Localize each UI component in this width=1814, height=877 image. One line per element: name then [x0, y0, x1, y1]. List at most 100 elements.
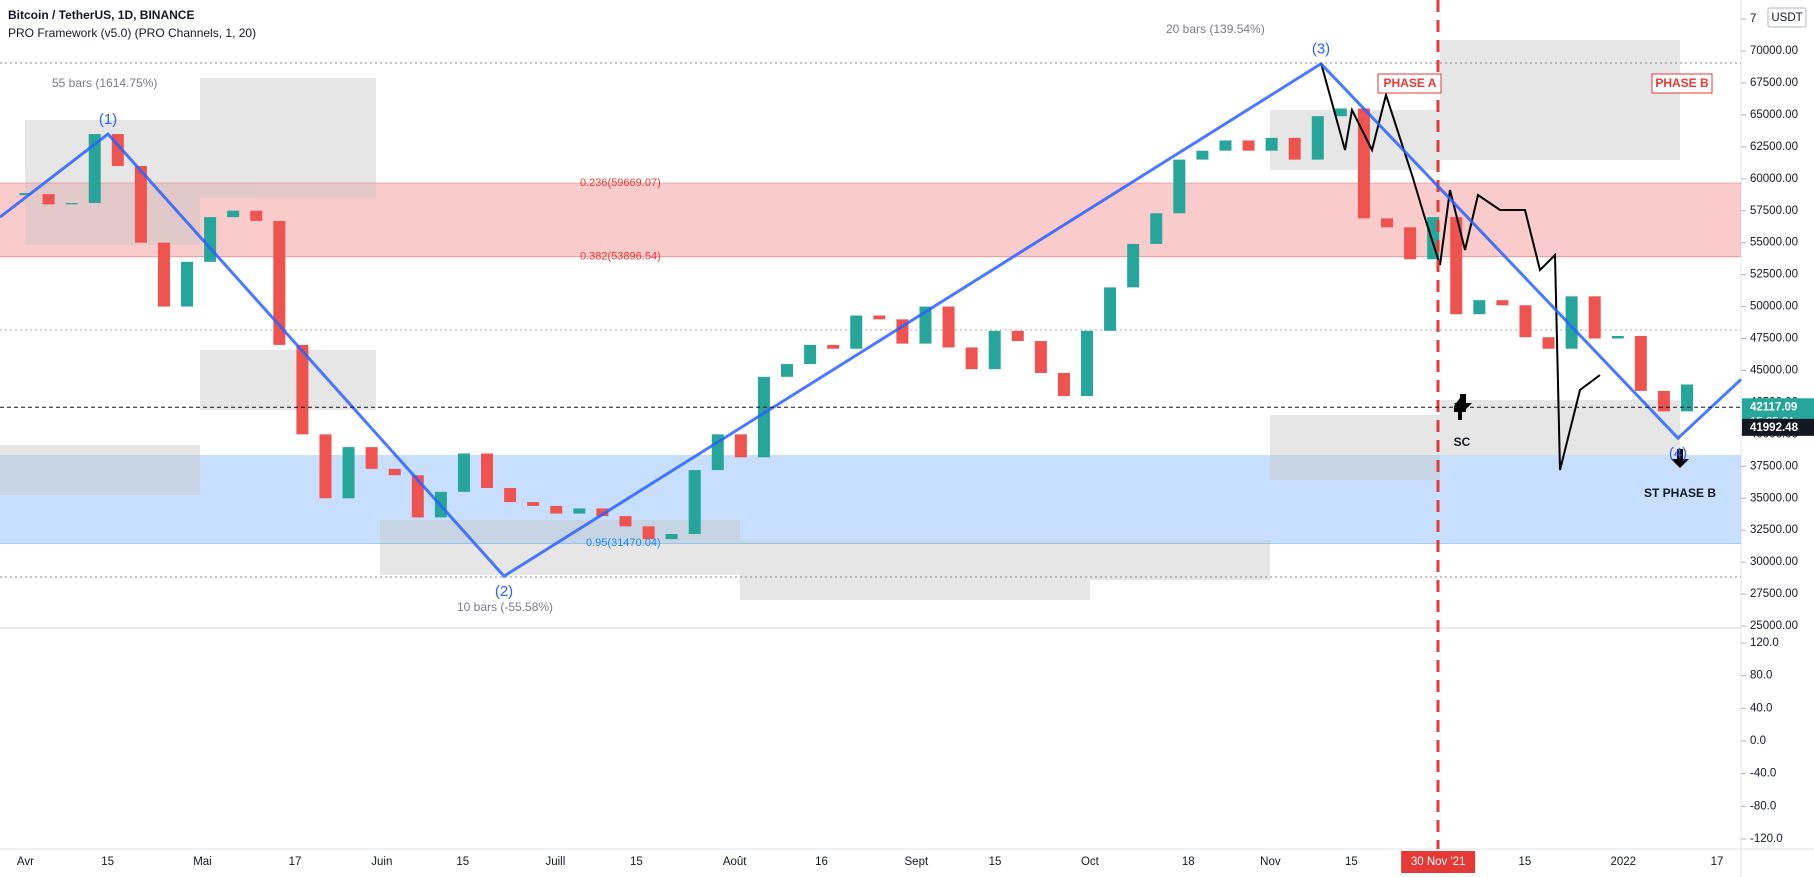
price-tag [1742, 418, 1814, 436]
candle [342, 447, 355, 499]
candle [827, 344, 840, 349]
candle [65, 203, 78, 205]
x-tick-label: Mai [193, 856, 212, 868]
candle [365, 447, 378, 469]
y-tick-label: 27500.00 [1750, 588, 1798, 600]
candle [873, 315, 886, 320]
candle [1011, 330, 1024, 342]
y-tick-label: 32500.00 [1750, 524, 1798, 536]
candle [1473, 300, 1486, 315]
x-tick-label: 16 [815, 856, 828, 868]
y-tick-label: -40.0 [1750, 768, 1776, 780]
candle [1081, 330, 1094, 396]
bar-count: 10 bars (-55.58%) [457, 600, 553, 614]
candle [1034, 341, 1047, 373]
candle [781, 364, 794, 377]
price-label: 41992.48 [1750, 422, 1799, 434]
candle [1681, 384, 1693, 412]
candle [1150, 213, 1163, 244]
candle [1242, 140, 1255, 151]
candle [1288, 137, 1301, 160]
wave-label: (4) [1669, 445, 1687, 462]
candle [1357, 108, 1370, 219]
y-tick-label: 45000.00 [1750, 364, 1798, 376]
bar-count: 20 bars (139.54%) [1166, 22, 1265, 36]
x-tick-label: 15 [101, 856, 114, 868]
y-tick-label: 50000.00 [1750, 301, 1798, 313]
y-tick-label: 30000.00 [1750, 556, 1798, 568]
x-tick-label: Juin [371, 856, 392, 868]
candle [919, 306, 932, 344]
candle [1173, 159, 1186, 214]
candle [1219, 140, 1232, 151]
wave-label: (1) [99, 111, 117, 128]
candle [1127, 243, 1140, 288]
candle [757, 376, 770, 458]
candle [504, 488, 517, 503]
currency-box[interactable] [1767, 7, 1807, 28]
candle [1450, 217, 1463, 315]
candle [804, 344, 817, 365]
x-tick-label: 17 [289, 856, 302, 868]
candle [296, 344, 309, 435]
y-tick-label: 57500.00 [1750, 205, 1798, 217]
annotation: ST PHASE B [1644, 486, 1716, 500]
fib-label: 0.95(31470.04) [586, 537, 661, 549]
candle [388, 468, 401, 476]
x-tick-label: 15 [1345, 856, 1358, 868]
symbol-title: Bitcoin / TetherUS, 1D, BINANCE [8, 8, 194, 22]
candle [250, 210, 263, 221]
candle [88, 134, 101, 204]
annotation: SC [1454, 435, 1471, 449]
support-zone [0, 455, 1741, 543]
candle [965, 347, 978, 370]
y-tick-label: 55000.00 [1750, 237, 1798, 249]
phase-box [1651, 73, 1713, 94]
candle [1196, 150, 1209, 160]
x-tick-label: 15 [456, 856, 469, 868]
candle [227, 210, 240, 218]
y-tick-label: 120.0 [1750, 637, 1779, 649]
y-tick-label: 67500.00 [1750, 77, 1798, 89]
x-tick-label: Juill [545, 856, 565, 868]
arrow-up [1671, 449, 1689, 468]
y-tick-label: 40.0 [1750, 702, 1772, 714]
candle [1657, 390, 1670, 412]
candle [550, 505, 563, 514]
candle [1611, 335, 1624, 339]
y-tick-label: 25000.00 [1750, 620, 1798, 632]
candle [1427, 217, 1440, 260]
time-highlight [1401, 851, 1476, 873]
y-tick-label: 60000.00 [1750, 173, 1798, 185]
x-tick-label: 15 [630, 856, 643, 868]
x-tick-label: 15 [1519, 856, 1532, 868]
candle [181, 261, 194, 307]
y-tick-label: -80.0 [1750, 800, 1776, 812]
candle [1634, 335, 1647, 391]
y-tick-label: 70000.00 [1750, 45, 1798, 57]
x-tick-label: 15 [989, 856, 1002, 868]
candle [1565, 296, 1578, 349]
candle [1496, 300, 1509, 306]
candle [1404, 227, 1417, 260]
wave-label: (3) [1312, 41, 1330, 58]
y-tick-label: 52500.00 [1750, 269, 1798, 281]
candle [1265, 137, 1278, 151]
candle [734, 434, 747, 458]
candle [1334, 108, 1347, 117]
x-tick-label: 17 [1711, 856, 1724, 868]
candle [573, 508, 586, 514]
candle [1542, 337, 1555, 349]
y-tick-label: 80.0 [1750, 670, 1772, 682]
candle [411, 475, 424, 518]
candle [688, 470, 701, 534]
y-tick-label: 37500.00 [1750, 460, 1798, 472]
y-tick-label: 62500.00 [1750, 141, 1798, 153]
x-tick-label: Avr [17, 856, 34, 868]
wave-line [0, 61, 1743, 579]
x-tick-label: Sept [905, 856, 929, 868]
candle [596, 508, 609, 517]
wave-label: (2) [495, 583, 513, 600]
